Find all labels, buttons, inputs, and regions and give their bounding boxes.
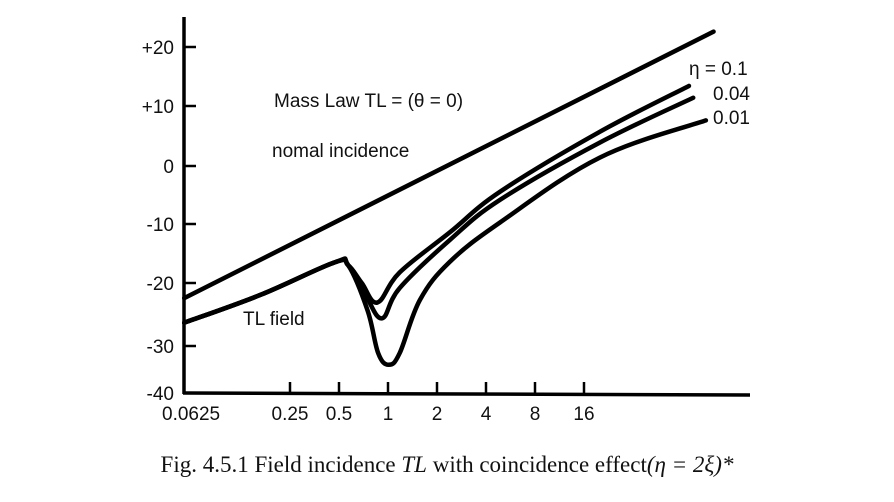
normal-incidence-label: nomal incidence [272, 141, 409, 162]
x-tick-label: 1 [383, 404, 394, 425]
caption-prefix: Fig. 4.5.1 Field incidence [160, 452, 402, 477]
mass-law-line [181, 29, 716, 301]
chart: +20+100-10-20-30-40 0.0625 0.25 0.5 1 2 4 8 16 … [142, 17, 751, 425]
eta-0-01-curve [181, 118, 709, 368]
x-ticks: 0.0625 0.25 0.5 1 2 4 8 16 [162, 382, 595, 425]
tl-field-label: TL field [243, 309, 305, 330]
figure-caption: Fig. 4.5.1 Field incidence TL with coinc… [0, 452, 894, 478]
y-tick-label: -20 [147, 274, 174, 295]
y-tick-label: -30 [147, 337, 174, 358]
caption-middle: with coincidence effect [426, 452, 647, 477]
x-axis [182, 391, 751, 397]
x-tick-label: 8 [530, 404, 541, 425]
y-tick-label: -10 [147, 215, 174, 236]
eta-0-1-label: η = 0.1 [689, 59, 748, 80]
caption-tl: TL [401, 452, 427, 477]
y-tick-label: -40 [147, 384, 174, 405]
x-tick-label: 16 [573, 404, 594, 425]
eta-0-04-label: 0.04 [713, 84, 750, 105]
axes [182, 17, 751, 397]
x-tick-label: 4 [481, 404, 492, 425]
y-tick-label: 0 [163, 157, 174, 178]
caption-formula: (η = 2ξ)* [646, 452, 734, 477]
y-tick-label: +20 [142, 38, 174, 59]
y-tick-label: +10 [142, 97, 174, 118]
eta-0-01-label: 0.01 [713, 108, 750, 129]
mass-law-label: Mass Law TL = (θ = 0) [274, 91, 463, 112]
x-tick-label: 0.5 [326, 404, 352, 425]
series-group [181, 29, 716, 368]
x-tick-label: 0.25 [272, 404, 309, 425]
eta-0-1-curve [181, 83, 692, 325]
x-tick-label: 2 [432, 404, 443, 425]
y-ticks: +20 +10 0 -10 -20 -30 -40 [142, 38, 196, 405]
x-tick-label: 0.0625 [162, 404, 220, 425]
eta-0-04-curve [181, 95, 696, 325]
